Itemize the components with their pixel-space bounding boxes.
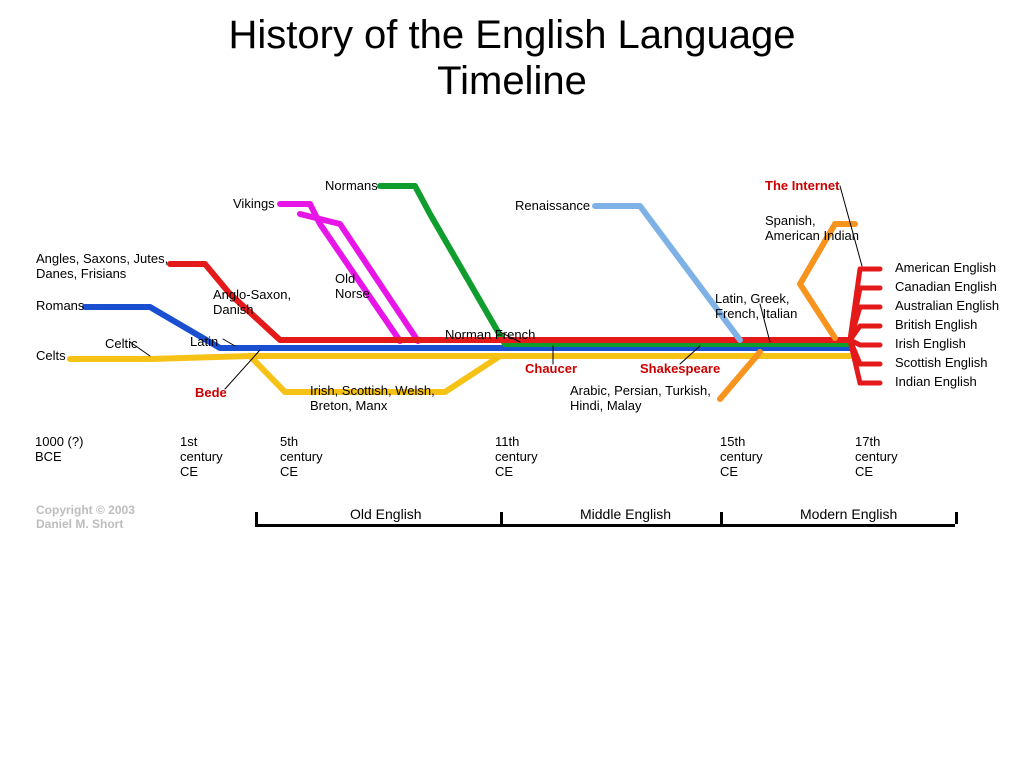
label-old-norse: Old Norse: [335, 272, 370, 302]
century-label: 11th century CE: [495, 434, 538, 479]
century-label: 1000 (?) BCE: [35, 434, 83, 464]
era-label: Modern English: [800, 506, 897, 522]
century-label: 1st century CE: [180, 434, 223, 479]
label-bede: Bede: [195, 386, 227, 401]
output-label: Scottish English: [895, 356, 988, 371]
output-label: British English: [895, 318, 977, 333]
output-label: Indian English: [895, 375, 977, 390]
label-spanish: Spanish, American Indian: [765, 214, 859, 244]
label-chaucer: Chaucer: [525, 362, 577, 377]
label-celtic: Celtic: [105, 337, 138, 352]
output-label: Australian English: [895, 299, 999, 314]
label-arabic: Arabic, Persian, Turkish, Hindi, Malay: [570, 384, 711, 414]
label-shakespeare: Shakespeare: [640, 362, 720, 377]
label-celts: Celts: [36, 349, 66, 364]
output-label: Canadian English: [895, 280, 997, 295]
label-norman-french: Norman French: [445, 328, 535, 343]
diagram-svg: [0, 124, 1024, 684]
label-latin: Latin: [190, 335, 218, 350]
label-latin-greek: Latin, Greek, French, Italian: [715, 292, 797, 322]
output-label: American English: [895, 261, 996, 276]
label-romans: Romans: [36, 299, 84, 314]
label-internet: The Internet: [765, 179, 839, 194]
label-normans: Normans: [325, 179, 378, 194]
label-irish-scottish: Irish, Scottish, Welsh, Breton, Manx: [310, 384, 435, 414]
page-title: History of the English Language Timeline: [0, 12, 1024, 104]
century-label: 17th century CE: [855, 434, 898, 479]
label-vikings: Vikings: [233, 197, 275, 212]
copyright-text: Copyright © 2003 Daniel M. Short: [36, 504, 135, 532]
century-label: 5th century CE: [280, 434, 323, 479]
era-label: Middle English: [580, 506, 671, 522]
century-label: 15th century CE: [720, 434, 763, 479]
era-label: Old English: [350, 506, 422, 522]
label-angles: Angles, Saxons, Jutes, Danes, Frisians: [36, 252, 168, 282]
label-renaissance: Renaissance: [515, 199, 590, 214]
output-label: Irish English: [895, 337, 966, 352]
timeline-diagram: Celts Celtic Romans Latin Angles, Saxons…: [0, 124, 1024, 684]
label-anglo-saxon: Anglo-Saxon, Danish: [213, 288, 291, 318]
